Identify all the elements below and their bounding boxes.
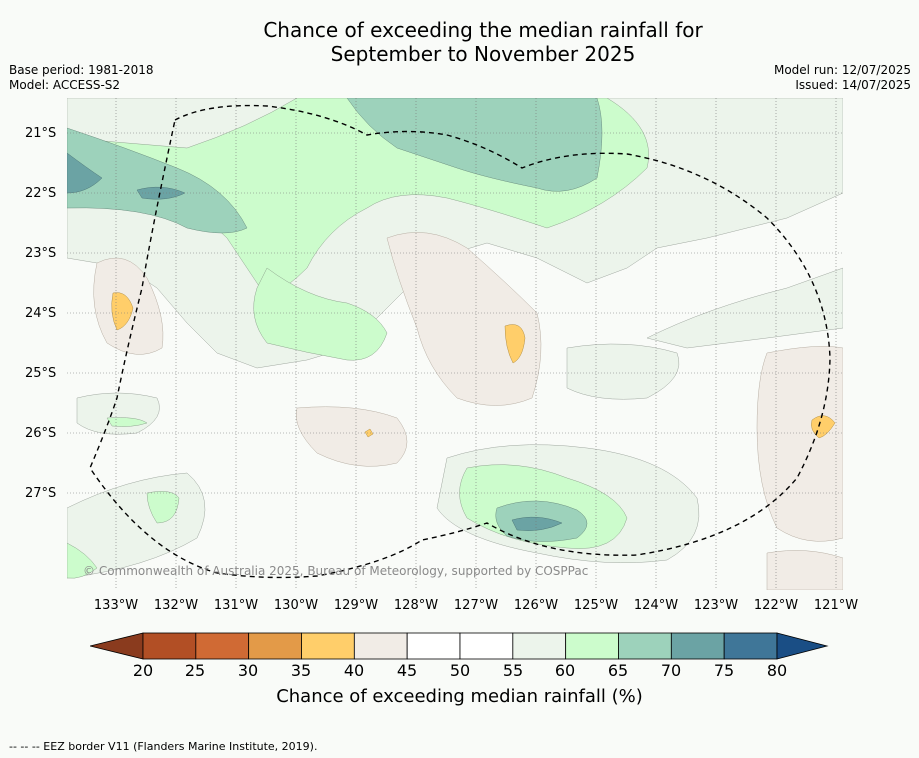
lon-label-124w: 124°W: [633, 598, 679, 613]
lat-label-27s: 27°S: [25, 486, 57, 501]
lon-label-129w: 129°W: [333, 598, 379, 613]
lon-label-132w: 132°W: [153, 598, 199, 613]
region-40-45-east: [756, 346, 843, 542]
lon-label-128w: 128°W: [393, 598, 439, 613]
title-line-1: Chance of exceeding the median rainfall …: [263, 18, 703, 42]
colorbar-under-arrow: [90, 632, 144, 660]
region-70-75-nw: [67, 152, 103, 194]
colorbar-cell: [195, 632, 250, 660]
map-title: Chance of exceeding the median rainfall …: [0, 18, 919, 66]
colorbar-tick-25: 25: [184, 661, 206, 680]
colorbar-tick-65: 65: [607, 661, 629, 680]
colorbar-cell: [723, 632, 778, 660]
colorbar-cell: [142, 632, 197, 660]
colorbar-over-arrow: [776, 632, 829, 660]
colorbar-tick-45: 45: [396, 661, 418, 680]
colorbar-tick-20: 20: [132, 661, 154, 680]
region-60-65-center: [253, 267, 388, 361]
region-40-45-se: [766, 550, 843, 590]
region-40-45-center: [386, 232, 542, 406]
lon-label-122w: 122°W: [753, 598, 799, 613]
colorbar-cell: [459, 632, 514, 660]
region-35-40-center: [504, 324, 526, 364]
eez-border: [89, 104, 831, 579]
lon-label-121w: 121°W: [813, 598, 859, 613]
region-55-60-mid: [566, 343, 680, 400]
base-period: Base period: 1981-2018: [9, 63, 154, 77]
colorbar-cell: [301, 632, 355, 660]
region-60-65-sw: [67, 542, 98, 579]
region-60-65-sw2: [146, 491, 180, 524]
region-60-65-w: [106, 417, 148, 427]
copyright-text: © Commonwealth of Australia 2025, Bureau…: [83, 564, 589, 578]
eez-footer-note: -- -- -- EEZ border V11 (Flanders Marine…: [9, 740, 318, 753]
colorbar-cell: [565, 632, 619, 660]
colorbar-cell: [406, 632, 461, 660]
lon-label-131w: 131°W: [213, 598, 259, 613]
meta-left: Base period: 1981-2018 Model: ACCESS-S2: [9, 63, 154, 93]
lat-label-24s: 24°S: [25, 306, 57, 321]
lat-label-25s: 25°S: [25, 366, 57, 381]
lon-label-125w: 125°W: [573, 598, 619, 613]
model-name: Model: ACCESS-S2: [9, 78, 121, 92]
model-run: Model run: 12/07/2025: [773, 63, 911, 77]
region-35-40-small: [364, 428, 374, 438]
region-70-75-s: [511, 516, 563, 531]
colorbar-tick-30: 30: [237, 661, 259, 680]
lon-label-126w: 126°W: [513, 598, 559, 613]
colorbar-cells: [142, 632, 778, 660]
lat-label-26s: 26°S: [25, 426, 57, 441]
lat-label-22s: 22°S: [25, 186, 57, 201]
colorbar-label: Chance of exceeding median rainfall (%): [276, 686, 643, 707]
region-35-40-west: [111, 292, 134, 331]
meta-right: Model run: 12/07/2025 Issued: 14/07/2025: [774, 63, 911, 93]
colorbar-tick-35: 35: [290, 661, 312, 680]
colorbar-tick-70: 70: [660, 661, 682, 680]
region-65-70-nw: [67, 127, 248, 234]
lon-label-133w: 133°W: [93, 598, 139, 613]
colorbar-tick-80: 80: [766, 661, 788, 680]
lon-label-130w: 130°W: [273, 598, 319, 613]
colorbar-cell: [512, 632, 567, 660]
lat-label-23s: 23°S: [25, 246, 57, 261]
colorbar-cell: [353, 632, 408, 660]
map-svg: [67, 98, 843, 590]
colorbar-cell: [670, 632, 725, 660]
lon-label-123w: 123°W: [693, 598, 739, 613]
gridlines: [67, 98, 843, 590]
issued-date: Issued: 14/07/2025: [795, 78, 911, 92]
colorbar: [90, 632, 829, 660]
region-55-60-east: [646, 267, 843, 349]
colorbar-cell: [248, 632, 302, 660]
colorbar-tick-55: 55: [502, 661, 524, 680]
colorbar-tick-60: 60: [554, 661, 576, 680]
title-line-2: September to November 2025: [330, 42, 636, 66]
rainfall-map: © Commonwealth of Australia 2025, Bureau…: [67, 98, 843, 590]
lat-label-21s: 21°S: [25, 126, 57, 141]
colorbar-tick-40: 40: [343, 661, 365, 680]
lon-label-127w: 127°W: [453, 598, 499, 613]
colorbar-tick-75: 75: [713, 661, 735, 680]
colorbar-tick-50: 50: [449, 661, 471, 680]
region-40-45-sw: [295, 406, 408, 467]
colorbar-cell: [618, 632, 672, 660]
